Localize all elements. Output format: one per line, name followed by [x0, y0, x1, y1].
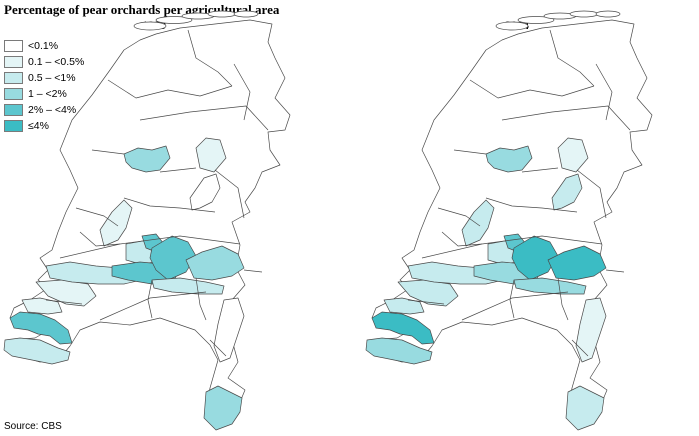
wadden-island: [595, 10, 621, 18]
country-outline: [366, 19, 653, 429]
region-border: [605, 269, 625, 273]
map-1980: [3, 10, 291, 431]
wadden-island: [569, 10, 599, 18]
region-border: [521, 167, 559, 173]
region-zeeland_north: [383, 297, 425, 315]
region-border: [107, 79, 233, 99]
legend-swatch: [4, 71, 23, 84]
legend-swatch: [4, 39, 23, 52]
region-border: [147, 279, 153, 319]
region-border: [139, 105, 269, 131]
wadden-island: [517, 16, 555, 24]
region-border: [549, 29, 595, 87]
region-betuwe_core: [511, 235, 559, 281]
region-border: [79, 231, 121, 247]
wadden-island: [495, 21, 529, 31]
legend-item: 1 – <2%: [4, 86, 84, 101]
region-border: [509, 279, 515, 319]
region-border: [99, 291, 207, 321]
region-border: [243, 269, 263, 273]
legend-item: <0.1%: [4, 38, 84, 53]
legend-swatch: [4, 103, 23, 116]
legend-item: ≤4%: [4, 118, 84, 133]
region-zeeland_west: [9, 311, 73, 345]
region-limburg_north: [213, 297, 245, 363]
legend-item: 0.5 – <1%: [4, 70, 84, 85]
region-west_fries: [485, 145, 533, 173]
region-border: [571, 339, 589, 357]
legend: <0.1% 0.1 – <0.5% 0.5 – <1% 1 – <2% 2% –…: [4, 38, 84, 134]
region-border: [209, 339, 227, 357]
wadden-island: [207, 10, 237, 18]
wadden-island: [133, 21, 167, 31]
region-zeeland_west: [371, 311, 435, 345]
region-border: [214, 169, 245, 219]
region-border: [485, 197, 578, 213]
region-border: [557, 277, 569, 321]
region-border: [233, 63, 251, 121]
region-zeeland_north: [21, 297, 63, 315]
region-border: [187, 29, 233, 87]
legend-item: 2% – <4%: [4, 102, 84, 117]
region-border: [159, 167, 197, 173]
wadden-island: [233, 10, 259, 18]
region-limburg_north: [575, 297, 607, 363]
region-border: [576, 169, 607, 219]
region-border: [195, 277, 207, 321]
region-limburg_south: [203, 385, 243, 431]
legend-item: 0.1 – <0.5%: [4, 54, 84, 69]
region-border: [437, 207, 481, 227]
region-border: [441, 231, 483, 247]
region-border: [595, 63, 613, 121]
region-border: [123, 197, 216, 213]
region-zeeland_south: [365, 337, 433, 365]
region-flevo_noord: [557, 137, 589, 173]
legend-label: <0.1%: [28, 39, 59, 52]
region-border: [407, 299, 445, 305]
legend-label: ≤4%: [28, 119, 49, 132]
legend-label: 0.1 – <0.5%: [28, 55, 85, 68]
region-betuwe_east: [547, 245, 607, 281]
region-border: [421, 235, 603, 259]
region-maas_zone: [513, 277, 587, 295]
region-border: [461, 291, 569, 321]
region-west_fries: [123, 145, 171, 173]
region-betuwe_east: [185, 245, 245, 281]
wadden-island: [155, 16, 193, 24]
map-2014: [365, 10, 653, 431]
source-note: Source: CBS: [4, 421, 62, 432]
region-border: [45, 299, 83, 305]
legend-label: 0.5 – <1%: [28, 71, 76, 84]
region-border: [453, 149, 487, 155]
legend-swatch: [4, 119, 23, 132]
region-border: [501, 105, 631, 131]
region-border: [469, 79, 595, 99]
region-betuwe_core: [149, 235, 197, 281]
region-flevo_noord: [195, 137, 227, 173]
legend-label: 2% – <4%: [28, 103, 77, 116]
legend-label: 1 – <2%: [28, 87, 67, 100]
region-border: [91, 149, 125, 155]
region-limburg_south: [565, 385, 605, 431]
legend-swatch: [4, 87, 23, 100]
legend-swatch: [4, 55, 23, 68]
country-outline: [4, 19, 291, 429]
region-border: [75, 207, 119, 227]
region-border: [59, 235, 241, 259]
region-zeeland_south: [3, 337, 71, 365]
region-maas_zone: [151, 277, 225, 295]
